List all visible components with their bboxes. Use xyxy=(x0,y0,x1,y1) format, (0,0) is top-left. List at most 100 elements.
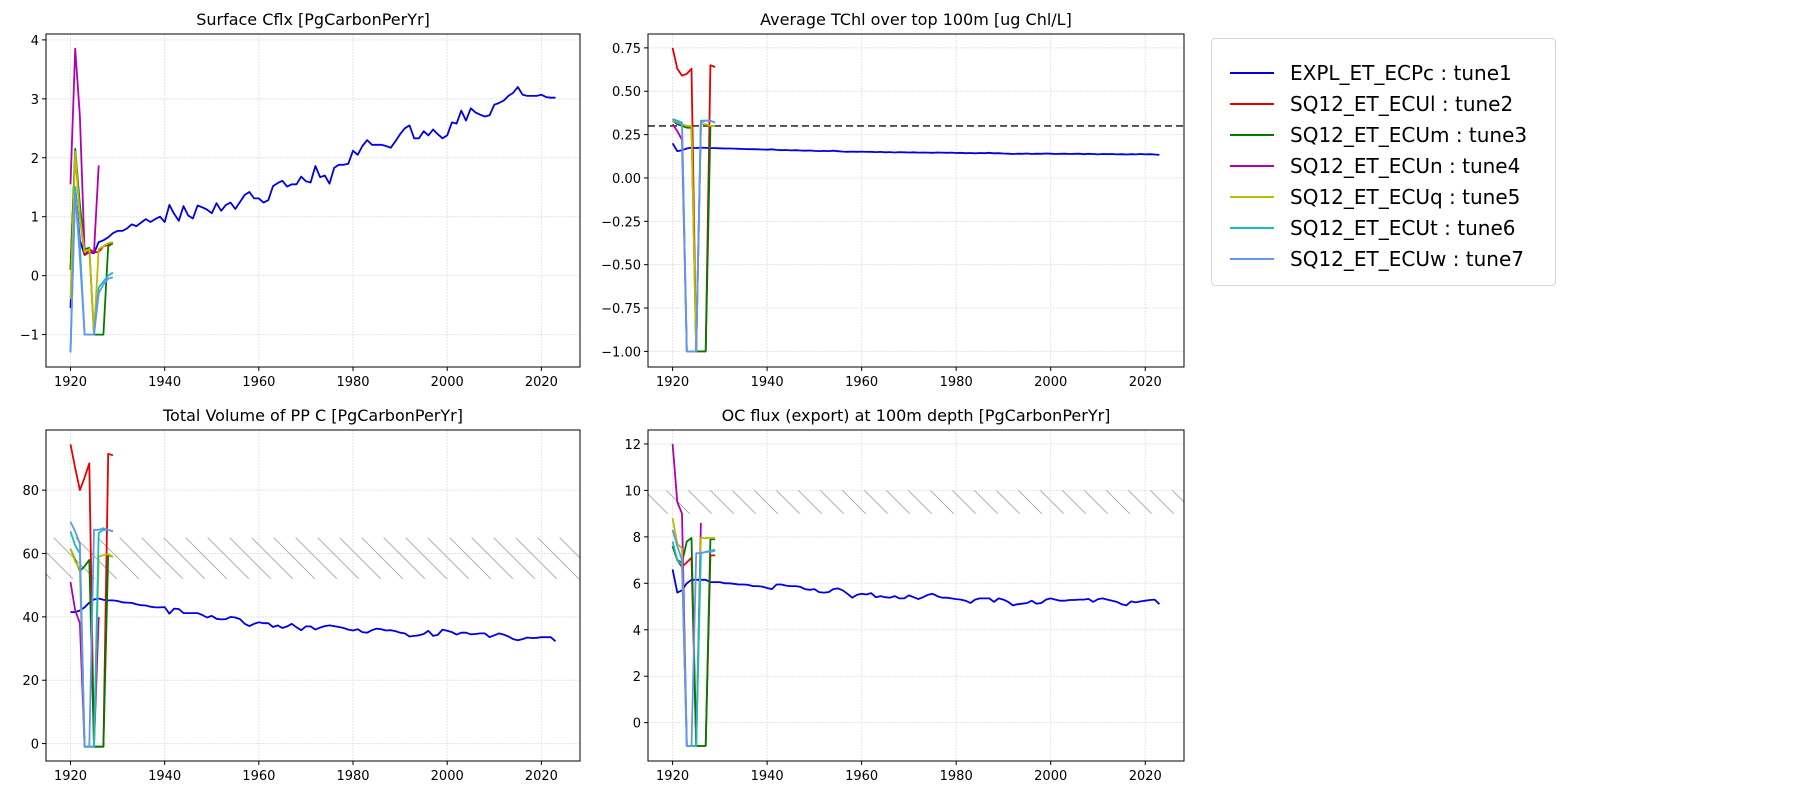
x-tick-label: 1980 xyxy=(336,769,369,784)
series-line-tune1 xyxy=(70,597,557,642)
y-tick-label: 4 xyxy=(633,624,641,639)
y-tick-label: −0.25 xyxy=(601,215,641,230)
plot-area xyxy=(648,47,1184,353)
y-tick-label: 20 xyxy=(22,674,39,689)
axes-frame xyxy=(647,429,1185,762)
x-tick-label: 2000 xyxy=(431,769,464,784)
legend-label: SQ12_ET_ECUq : tune5 xyxy=(1290,184,1521,209)
y-tick-label: 8 xyxy=(633,531,641,546)
legend-label: SQ12_ET_ECUm : tune3 xyxy=(1290,122,1528,147)
x-tick-label: 1960 xyxy=(845,769,878,784)
x-tick-label: 1940 xyxy=(751,769,784,784)
subplot-oc-export-flux: OC flux (export) at 100m depth [PgCarbon… xyxy=(624,406,1185,784)
x-tick-label: 1920 xyxy=(656,375,689,390)
subplot-title: Average TChl over top 100m [ug Chl/L] xyxy=(760,10,1072,29)
x-tick-label: 2000 xyxy=(1034,769,1067,784)
y-tick-label: 0.25 xyxy=(612,129,641,144)
x-tick-label: 1940 xyxy=(148,375,181,390)
subplot-title: Surface Cflx [PgCarbonPerYr] xyxy=(196,10,430,29)
x-tick-label: 1920 xyxy=(656,769,689,784)
series-line-tune7 xyxy=(672,118,716,353)
x-tick-label: 1980 xyxy=(940,769,973,784)
y-tick-label: 2 xyxy=(633,670,641,685)
x-tick-label: 1980 xyxy=(940,375,973,390)
axes-frame xyxy=(45,33,581,368)
x-tick-label: 1980 xyxy=(336,375,369,390)
x-tick-label: 1960 xyxy=(242,769,275,784)
legend-label: SQ12_ET_ECUt : tune6 xyxy=(1290,215,1516,240)
x-tick-label: 2020 xyxy=(525,375,558,390)
target-band-hatch xyxy=(46,537,580,579)
legend-line-swatch xyxy=(1230,257,1274,260)
axes-frame xyxy=(647,33,1185,368)
y-tick-label: 12 xyxy=(624,438,641,453)
x-tick-label: 1920 xyxy=(54,769,87,784)
series-line-tune7 xyxy=(69,192,114,353)
y-tick-label: 60 xyxy=(22,548,39,563)
legend-item: SQ12_ET_ECUq : tune5 xyxy=(1230,181,1555,212)
subplot-title: Total Volume of PP C [PgCarbonPerYr] xyxy=(162,406,463,425)
subplot-surface-cflx: Surface Cflx [PgCarbonPerYr] 1920 1940 196… xyxy=(20,10,581,390)
x-tick-label: 2000 xyxy=(431,375,464,390)
subplot-total-pp: Total Volume of PP C [PgCarbonPerYr] 192… xyxy=(22,406,581,784)
series-line-tune7 xyxy=(671,529,716,747)
y-tick-label: 40 xyxy=(22,611,39,626)
legend-item: SQ12_ET_ECUt : tune6 xyxy=(1230,212,1555,243)
y-tick-label: −0.75 xyxy=(601,302,641,317)
legend-item: SQ12_ET_ECUm : tune3 xyxy=(1230,119,1555,150)
legend-line-swatch xyxy=(1230,195,1274,198)
legend-line-swatch xyxy=(1230,71,1274,74)
series-line-tune1 xyxy=(69,86,556,309)
y-tick-label: 4 xyxy=(31,34,39,49)
y-tick-label: 2 xyxy=(31,152,39,167)
y-tick-label: 0.75 xyxy=(612,42,641,57)
y-tick-label: 3 xyxy=(31,93,39,108)
x-tick-label: 2000 xyxy=(1034,375,1067,390)
legend-line-swatch xyxy=(1230,226,1274,229)
x-tick-label: 2020 xyxy=(525,769,558,784)
subplot-average-tchl: Average TChl over top 100m [ug Chl/L] 19… xyxy=(601,10,1185,390)
plot-area xyxy=(69,47,556,353)
legend-item: SQ12_ET_ECUw : tune7 xyxy=(1230,243,1555,274)
y-tick-label: −1.00 xyxy=(601,345,641,360)
legend-label: SQ12_ET_ECUl : tune2 xyxy=(1290,91,1514,116)
series-line-tune5 xyxy=(69,150,114,336)
y-tick-label: 0.00 xyxy=(612,172,641,187)
y-tick-label: 1 xyxy=(31,211,39,226)
legend-item: EXPL_ET_ECPc : tune1 xyxy=(1230,57,1555,88)
target-band-hatch xyxy=(648,490,1184,514)
y-tick-label: 10 xyxy=(624,484,641,499)
y-tick-label: 0 xyxy=(31,738,39,753)
y-tick-label: −1 xyxy=(20,329,39,344)
y-tick-label: 0.50 xyxy=(612,85,641,100)
plot-area xyxy=(46,444,580,748)
y-tick-label: 6 xyxy=(633,577,641,592)
y-tick-label: 80 xyxy=(22,484,39,499)
subplot-title: OC flux (export) at 100m depth [PgCarbon… xyxy=(722,406,1111,425)
axes-frame xyxy=(45,429,581,762)
plot-area xyxy=(648,443,1184,747)
x-tick-label: 1940 xyxy=(148,769,181,784)
legend-item: SQ12_ET_ECUn : tune4 xyxy=(1230,150,1555,181)
x-tick-label: 1920 xyxy=(54,375,87,390)
y-tick-label: 0 xyxy=(31,270,39,285)
series-line-tune1 xyxy=(671,142,1160,156)
x-tick-label: 1940 xyxy=(751,375,784,390)
legend-line-swatch xyxy=(1230,133,1274,136)
series-line-tune7 xyxy=(69,521,114,748)
series-line-tune1 xyxy=(671,569,1161,607)
legend-line-swatch xyxy=(1230,164,1274,167)
x-tick-label: 1960 xyxy=(845,375,878,390)
legend-label: SQ12_ET_ECUw : tune7 xyxy=(1290,246,1525,271)
legend-item: SQ12_ET_ECUl : tune2 xyxy=(1230,88,1555,119)
y-tick-label: −0.50 xyxy=(601,259,641,274)
x-tick-label: 2020 xyxy=(1129,769,1162,784)
legend-line-swatch xyxy=(1230,102,1274,105)
legend: EXPL_ET_ECPc : tune1 SQ12_ET_ECUl : tune… xyxy=(1211,38,1556,286)
x-tick-label: 2020 xyxy=(1129,375,1162,390)
x-tick-label: 1960 xyxy=(242,375,275,390)
y-tick-label: 0 xyxy=(633,717,641,732)
legend-label: SQ12_ET_ECUn : tune4 xyxy=(1290,153,1521,178)
legend-label: EXPL_ET_ECPc : tune1 xyxy=(1290,60,1512,85)
